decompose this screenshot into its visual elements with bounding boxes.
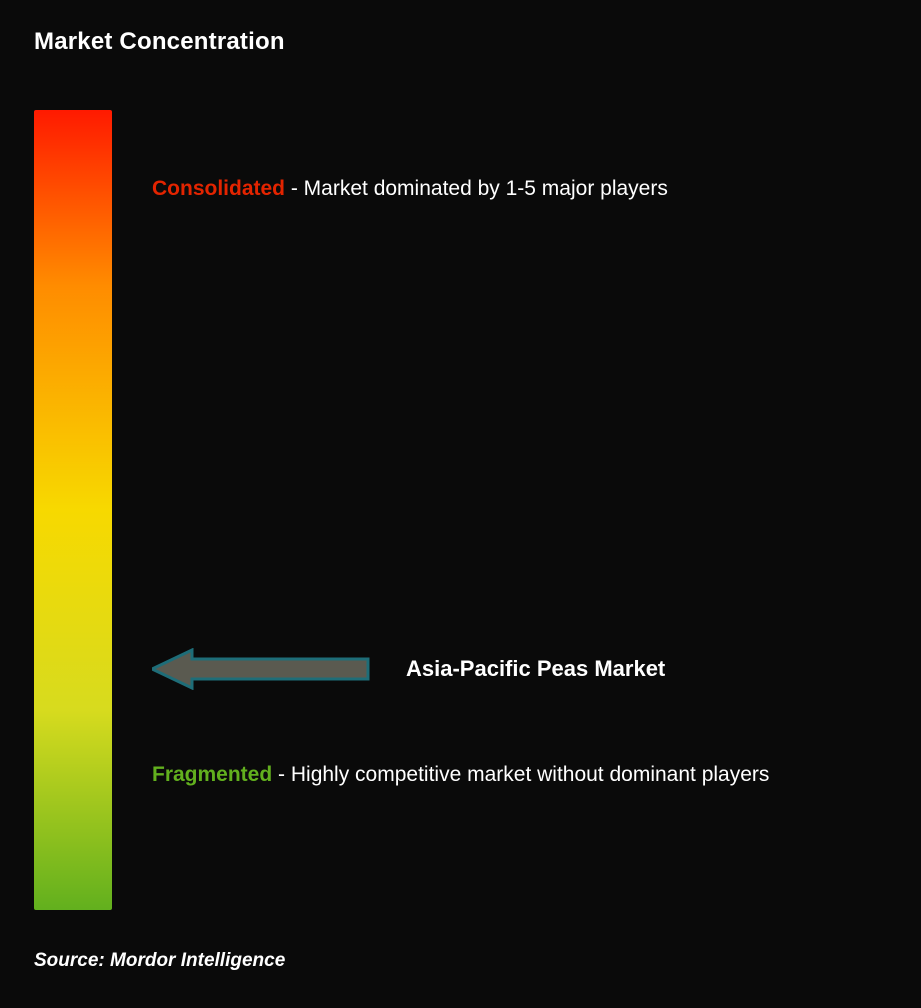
arrow-left-icon (152, 648, 370, 690)
consolidated-label: Consolidated - Market dominated by 1-5 m… (152, 174, 668, 204)
consolidated-rest: - Market dominated by 1-5 major players (291, 177, 668, 200)
source-attribution: Source: Mordor Intelligence (34, 950, 285, 972)
concentration-gradient-bar (34, 110, 112, 910)
fragmented-lead: Fragmented (152, 763, 272, 786)
page-title: Market Concentration (34, 28, 285, 56)
market-pointer-row: Asia-Pacific Peas Market (152, 648, 665, 690)
market-label: Asia-Pacific Peas Market (406, 656, 665, 682)
fragmented-rest: - Highly competitive market without domi… (278, 763, 769, 786)
arrow-shape (152, 650, 368, 688)
consolidated-lead: Consolidated (152, 177, 285, 200)
fragmented-label: Fragmented - Highly competitive market w… (152, 760, 769, 790)
